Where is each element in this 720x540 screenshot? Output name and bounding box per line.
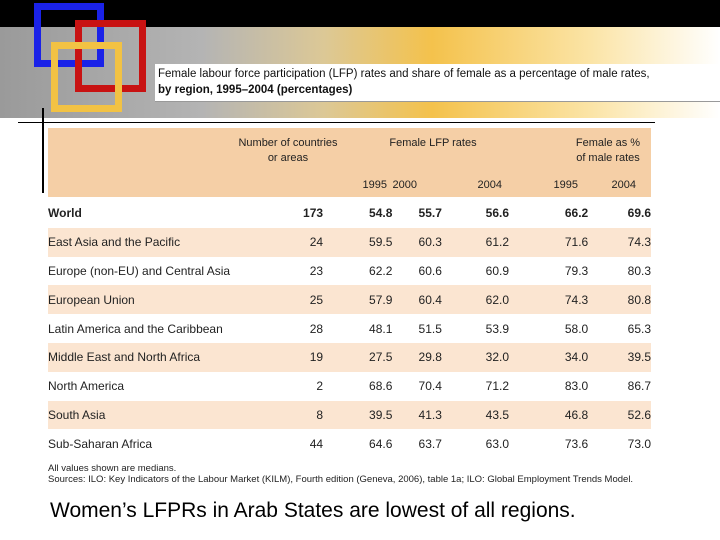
header-year-lfp-1995: 1995 bbox=[362, 179, 387, 191]
lfp1995-cell: 59.5 bbox=[323, 227, 393, 257]
table-row: Sub-Saharan Africa 44 64.6 63.7 63.0 73.6 73.0 bbox=[48, 429, 651, 458]
lfp2004-cell: 62.0 bbox=[441, 285, 510, 315]
header-year-pct-2004: 2004 bbox=[611, 179, 636, 191]
lfp2004-cell: 71.2 bbox=[485, 379, 510, 394]
header-year-pct-1995: 1995 bbox=[553, 179, 578, 191]
lfp2004-cell: 61.2 bbox=[441, 227, 510, 257]
table-title: Female labour force participation (LFP) … bbox=[155, 64, 720, 102]
region-cell: Sub-Saharan Africa bbox=[48, 436, 153, 451]
header-pct-line-2: of male rates bbox=[576, 152, 640, 164]
red-square-decoration bbox=[75, 20, 146, 92]
lfp2000-cell: 29.8 bbox=[392, 342, 442, 372]
countries-cell: 23 bbox=[309, 263, 324, 278]
lfp2000-cell: 60.4 bbox=[392, 285, 442, 315]
lfp2004-cell: 53.9 bbox=[485, 321, 510, 336]
pct2004-cell: 80.8 bbox=[588, 285, 651, 315]
table-row: Latin America and the Caribbean 28 48.1 51.… bbox=[48, 314, 651, 343]
pct2004-cell: 73.0 bbox=[627, 436, 651, 451]
pct1995-cell: 83.0 bbox=[564, 379, 589, 394]
pct2004-cell: 80.3 bbox=[627, 263, 651, 278]
lfp2004-cell: 32.0 bbox=[441, 342, 510, 372]
note-sources: Sources: ILO: Key Indicators of the Labo… bbox=[48, 474, 634, 485]
pct2004-cell: 74.3 bbox=[588, 227, 651, 257]
region-cell: Europe (non-EU) and Central Asia bbox=[48, 263, 231, 278]
table-title-line-1: Female labour force participation (LFP) … bbox=[158, 68, 650, 80]
lfp2004-cell: 60.9 bbox=[485, 263, 510, 278]
lfp1995-cell: 64.6 bbox=[369, 436, 393, 451]
region-cell: Middle East and North Africa bbox=[48, 342, 253, 372]
region-cell: European Union bbox=[48, 285, 253, 315]
header-lfp: Female LFP rates bbox=[389, 137, 477, 149]
lfp2004-cell: 56.6 bbox=[485, 206, 510, 221]
countries-cell: 24 bbox=[252, 227, 324, 257]
region-cell: Latin America and the Caribbean bbox=[48, 321, 223, 336]
pct2004-cell: 69.6 bbox=[627, 206, 651, 221]
table-row: Middle East and North Africa 19 27.5 29.8 32… bbox=[48, 342, 651, 372]
lfp1995-cell: 39.5 bbox=[323, 400, 393, 430]
pct1995-cell: 79.3 bbox=[564, 263, 589, 278]
header-pct-line-1: Female as % bbox=[575, 137, 641, 149]
region-cell: North America bbox=[48, 379, 125, 394]
pct2004-cell: 65.3 bbox=[627, 321, 651, 336]
lfp1995-cell: 54.8 bbox=[369, 206, 393, 221]
data-table: World 173 54.8 55.7 56.6 66.2 69.6 East Asia an… bbox=[48, 199, 651, 458]
lfp2000-cell: 63.7 bbox=[418, 436, 442, 451]
table-row: North America 2 68.6 70.4 71.2 83.0 86.7 bbox=[48, 372, 651, 401]
header-year-lfp-2004: 2004 bbox=[477, 179, 502, 191]
countries-cell: 44 bbox=[309, 436, 324, 451]
pct2004-cell: 39.5 bbox=[588, 342, 651, 372]
table-row: South Asia 8 39.5 41.3 43.5 46.8 52.6 bbox=[48, 400, 651, 430]
pct1995-cell: 66.2 bbox=[564, 206, 589, 221]
countries-cell: 28 bbox=[309, 321, 324, 336]
pct1995-cell: 71.6 bbox=[509, 227, 589, 257]
region-cell: East Asia and the Pacific bbox=[48, 227, 253, 257]
lfp2000-cell: 41.3 bbox=[392, 400, 442, 430]
countries-cell: 25 bbox=[252, 285, 324, 315]
table-row: World 173 54.8 55.7 56.6 66.2 69.6 bbox=[48, 199, 651, 228]
header-pct: Female as % of male rates bbox=[548, 136, 668, 166]
pct1995-cell: 58.0 bbox=[564, 321, 589, 336]
pct1995-cell: 46.8 bbox=[509, 400, 589, 430]
header-countries: Number of countries or areas bbox=[228, 136, 348, 166]
pct2004-cell: 86.7 bbox=[627, 379, 651, 394]
lfp1995-cell: 62.2 bbox=[369, 263, 393, 278]
region-cell: World bbox=[48, 206, 82, 221]
pct1995-cell: 74.3 bbox=[509, 285, 589, 315]
table-row: European Union 25 57.9 60.4 62.0 74.3 80.8 bbox=[48, 285, 651, 315]
lfp1995-cell: 27.5 bbox=[323, 342, 393, 372]
pct2004-cell: 52.6 bbox=[588, 400, 651, 430]
lfp2004-cell: 63.0 bbox=[485, 436, 510, 451]
lfp2000-cell: 60.3 bbox=[392, 227, 442, 257]
blue-square-decoration bbox=[34, 3, 104, 67]
header-countries-line-1: Number of countries bbox=[238, 137, 338, 149]
lfp2000-cell: 51.5 bbox=[418, 321, 442, 336]
countries-cell: 8 bbox=[252, 400, 324, 430]
table-notes: All values shown are medians. Sources: I… bbox=[48, 463, 633, 485]
horizontal-rule bbox=[18, 122, 655, 123]
countries-cell: 173 bbox=[303, 206, 324, 221]
table-title-line-2: by region, 1995–2004 (percentages) bbox=[158, 84, 353, 96]
region-cell: South Asia bbox=[48, 400, 253, 430]
countries-cell: 2 bbox=[316, 379, 324, 394]
yellow-square-decoration bbox=[51, 42, 122, 112]
pct1995-cell: 34.0 bbox=[509, 342, 589, 372]
lfp2004-cell: 43.5 bbox=[441, 400, 510, 430]
lfp1995-cell: 57.9 bbox=[323, 285, 393, 315]
lfp2000-cell: 70.4 bbox=[418, 379, 442, 394]
table-row: Europe (non-EU) and Central Asia 23 62.2 60… bbox=[48, 257, 651, 286]
table-row: East Asia and the Pacific 24 59.5 60.3 61.2 7… bbox=[48, 227, 651, 257]
vertical-rule bbox=[42, 108, 44, 193]
slide-caption: Women’s LFPRs in Arab States are lowest … bbox=[50, 499, 576, 522]
table-header: Number of countries or areas Female LFP … bbox=[48, 128, 651, 197]
lfp2000-cell: 55.7 bbox=[418, 206, 442, 221]
header-countries-line-2: or areas bbox=[267, 152, 309, 164]
lfp1995-cell: 68.6 bbox=[369, 379, 393, 394]
lfp2000-cell: 60.6 bbox=[418, 263, 442, 278]
pct1995-cell: 73.6 bbox=[564, 436, 589, 451]
note-medians: All values shown are medians. bbox=[48, 463, 177, 474]
lfp1995-cell: 48.1 bbox=[369, 321, 393, 336]
header-year-lfp-2000: 2000 bbox=[392, 179, 417, 191]
countries-cell: 19 bbox=[252, 342, 324, 372]
